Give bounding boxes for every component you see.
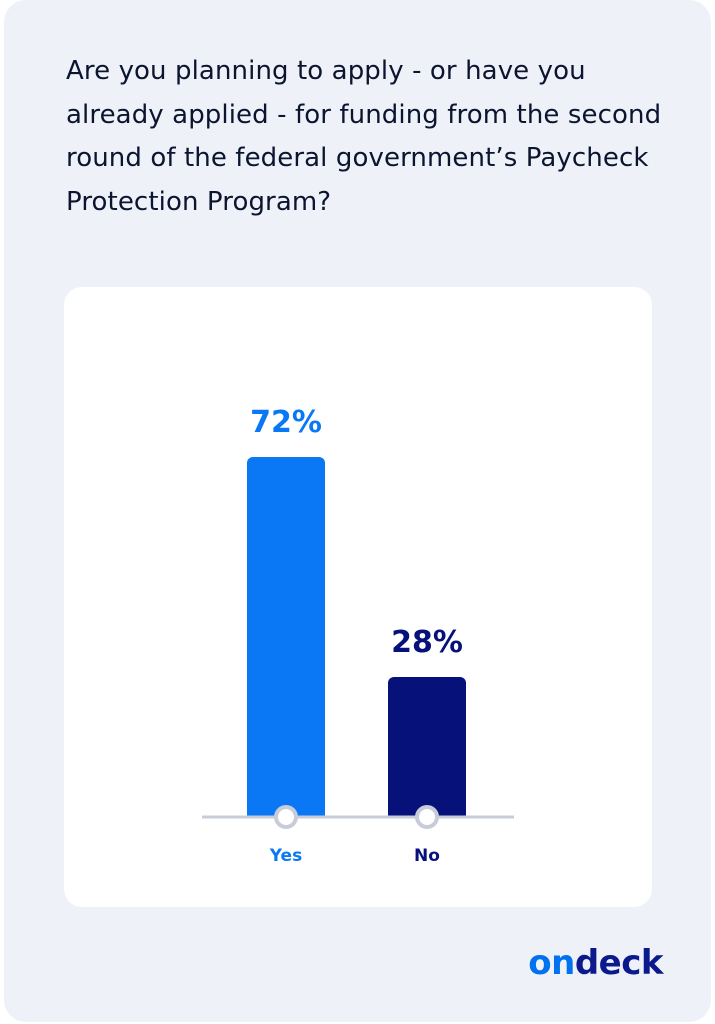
bar-no <box>388 677 466 817</box>
logo-deck-text: deck <box>574 943 664 983</box>
value-label-no: 28% <box>391 625 463 660</box>
survey-card: Are you planning to apply - or have you … <box>4 0 711 1022</box>
tick-marker-yes <box>274 805 298 829</box>
category-label-yes: Yes <box>269 846 302 866</box>
bar-yes-body <box>247 467 325 817</box>
bar-chart: 72% 28% Yes No <box>202 405 514 866</box>
logo-on-text: on <box>528 943 575 983</box>
bar-no-body <box>388 687 466 817</box>
chart-panel: 72% 28% Yes No <box>64 287 652 907</box>
bar-yes <box>247 457 325 817</box>
tick-marker-no <box>415 805 439 829</box>
value-label-yes: 72% <box>250 405 322 440</box>
ondeck-logo: ondeck <box>528 946 663 980</box>
category-label-no: No <box>414 846 440 866</box>
question-text: Are you planning to apply - or have you … <box>66 56 662 217</box>
